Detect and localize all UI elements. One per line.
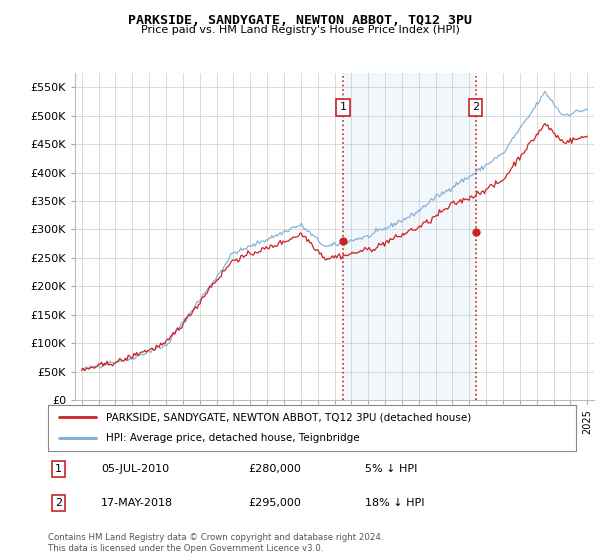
Text: 05-JUL-2010: 05-JUL-2010: [101, 464, 169, 474]
Text: Contains HM Land Registry data © Crown copyright and database right 2024.
This d: Contains HM Land Registry data © Crown c…: [48, 533, 383, 553]
Text: 17-MAY-2018: 17-MAY-2018: [101, 498, 173, 508]
Text: 5% ↓ HPI: 5% ↓ HPI: [365, 464, 417, 474]
Text: PARKSIDE, SANDYGATE, NEWTON ABBOT, TQ12 3PU (detached house): PARKSIDE, SANDYGATE, NEWTON ABBOT, TQ12 …: [106, 412, 472, 422]
Text: 2: 2: [55, 498, 62, 508]
Text: 18% ↓ HPI: 18% ↓ HPI: [365, 498, 424, 508]
Text: PARKSIDE, SANDYGATE, NEWTON ABBOT, TQ12 3PU: PARKSIDE, SANDYGATE, NEWTON ABBOT, TQ12 …: [128, 14, 472, 27]
Text: 2: 2: [472, 102, 479, 112]
Text: 1: 1: [340, 102, 346, 112]
Text: HPI: Average price, detached house, Teignbridge: HPI: Average price, detached house, Teig…: [106, 433, 360, 444]
Text: £280,000: £280,000: [248, 464, 302, 474]
Text: 1: 1: [55, 464, 62, 474]
Text: Price paid vs. HM Land Registry's House Price Index (HPI): Price paid vs. HM Land Registry's House …: [140, 25, 460, 35]
Bar: [343, 73, 476, 400]
Text: £295,000: £295,000: [248, 498, 302, 508]
